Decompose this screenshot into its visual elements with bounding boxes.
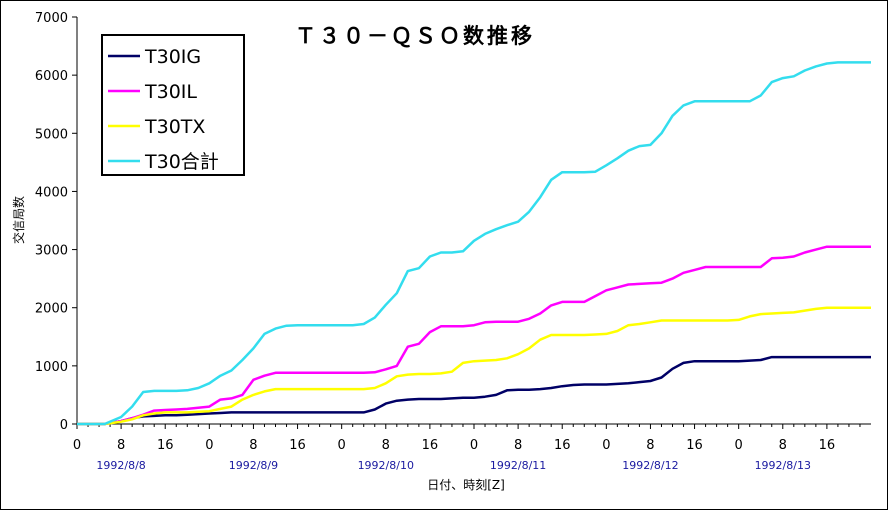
legend-label: T30IL xyxy=(144,81,197,103)
x-axis-label: 日付、時刻[Z] xyxy=(427,478,505,492)
x-date-label: 1992/8/13 xyxy=(755,459,811,472)
series-line-t30合計 xyxy=(77,61,871,426)
x-tick-label: 0 xyxy=(735,438,743,453)
y-tick-label: 7000 xyxy=(35,11,68,26)
legend-label: T30合計 xyxy=(144,151,219,173)
x-tick-label: 0 xyxy=(470,438,478,453)
x-tick-label: 8 xyxy=(117,438,125,453)
x-tick-label: 0 xyxy=(602,438,610,453)
x-tick-label: 8 xyxy=(249,438,257,453)
x-tick-label: 8 xyxy=(382,438,390,453)
y-tick-label: 5000 xyxy=(35,127,68,142)
x-tick-label: 8 xyxy=(514,438,522,453)
y-tick-label: 0 xyxy=(60,418,68,433)
y-tick-label: 1000 xyxy=(35,360,68,375)
x-date-label: 1992/8/9 xyxy=(229,459,278,472)
y-tick-label: 4000 xyxy=(35,185,68,200)
legend-box xyxy=(101,34,245,176)
x-tick-label: 0 xyxy=(338,438,346,453)
x-tick-label: 16 xyxy=(554,438,571,453)
x-tick-label: 8 xyxy=(646,438,654,453)
x-date-label: 1992/8/12 xyxy=(622,459,678,472)
chart-title: Ｔ３０－ＱＳＯ数推移 xyxy=(295,24,535,48)
x-tick-label: 16 xyxy=(819,438,836,453)
x-tick-label: 8 xyxy=(779,438,787,453)
series-line-t30ig xyxy=(77,355,871,426)
y-tick-label: 2000 xyxy=(35,302,68,317)
y-tick-label: 6000 xyxy=(35,69,68,84)
x-tick-label: 0 xyxy=(73,438,81,453)
x-tick-label: 16 xyxy=(157,438,174,453)
legend-label: T30IG xyxy=(144,46,201,68)
legend: T30IG T30IL T30TX T30合計 xyxy=(108,46,219,173)
y-tick-label: 3000 xyxy=(35,244,68,259)
x-date-label: 1992/8/8 xyxy=(96,459,145,472)
y-axis-label: 交信局数 xyxy=(11,196,26,244)
x-date-label: 1992/8/11 xyxy=(490,459,546,472)
x-tick-label: 0 xyxy=(205,438,213,453)
legend-label: T30TX xyxy=(144,116,205,138)
x-tick-label: 16 xyxy=(422,438,439,453)
series-lines xyxy=(77,61,871,426)
x-date-label: 1992/8/10 xyxy=(358,459,414,472)
x-tick-label: 16 xyxy=(289,438,306,453)
axes: 0 1000 2000 3000 4000 5000 6000 7000 0 8 16 0 8 16 0 8 1… xyxy=(35,11,871,472)
x-tick-label: 16 xyxy=(686,438,703,453)
series-line-t30tx xyxy=(77,306,871,426)
series-line-t30il xyxy=(77,245,871,426)
